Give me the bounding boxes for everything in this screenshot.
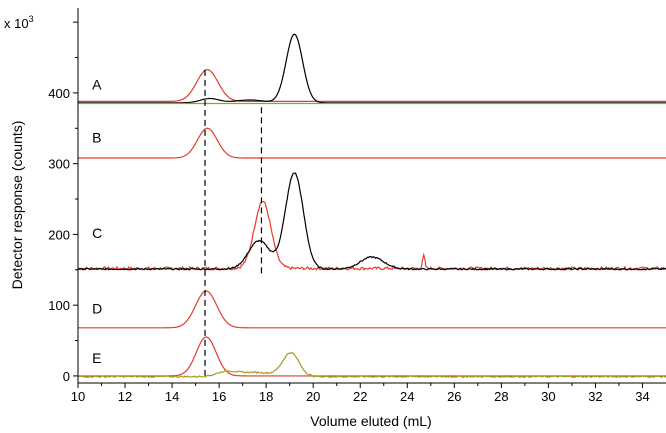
trace-A-line	[78, 33, 666, 104]
y-axis-multiplier-exponent: 3	[29, 14, 34, 24]
trace-C-line	[77, 200, 666, 271]
trace-label-C: C	[92, 225, 102, 241]
x-tick-label: 26	[447, 389, 461, 404]
x-tick-label: 24	[400, 389, 414, 404]
x-tick-label: 30	[541, 389, 555, 404]
x-tick-label: 14	[165, 389, 179, 404]
trace-B: B	[78, 127, 666, 159]
y-tick-label: 100	[48, 298, 70, 313]
trace-D: D	[78, 290, 666, 329]
x-tick-label: 18	[259, 389, 273, 404]
trace-E-line	[78, 336, 666, 377]
axes: 10 12 14 16 18 20 22 24 26 28 30 32 34 0 100 200 300 400	[48, 8, 666, 404]
y-axis-label: Detector response (counts)	[9, 121, 25, 290]
trace-D-line	[78, 290, 666, 329]
trace-A-line	[78, 68, 666, 103]
y-tick-label: 200	[48, 227, 70, 242]
reference-lines	[204, 68, 263, 376]
trace-label-D: D	[92, 301, 102, 317]
y-tick-label: 400	[48, 86, 70, 101]
trace-label-B: B	[92, 129, 101, 145]
x-tick-label: 20	[306, 389, 320, 404]
trace-E-line	[77, 351, 666, 379]
x-axis-label: Volume eluted (mL)	[310, 413, 431, 429]
x-tick-label: 34	[635, 389, 649, 404]
x-tick-label: 28	[494, 389, 508, 404]
trace-A: A	[78, 33, 666, 105]
trace-B-line	[78, 127, 666, 159]
y-tick-label: 0	[63, 369, 70, 384]
trace-label-A: A	[92, 76, 102, 92]
y-tick-label: 300	[48, 157, 70, 172]
x-tick-label: 22	[353, 389, 367, 404]
trace-label-E: E	[92, 350, 101, 366]
trace-E: E	[77, 336, 666, 379]
traces: A B C D E	[77, 33, 666, 379]
x-tick-label: 10	[71, 389, 85, 404]
y-axis-multiplier: x 103	[4, 14, 34, 31]
x-tick-label: 32	[588, 389, 602, 404]
x-tick-label: 12	[118, 389, 132, 404]
trace-C: C	[77, 172, 666, 271]
x-tick-label: 16	[212, 389, 226, 404]
trace-C-line	[77, 172, 666, 271]
